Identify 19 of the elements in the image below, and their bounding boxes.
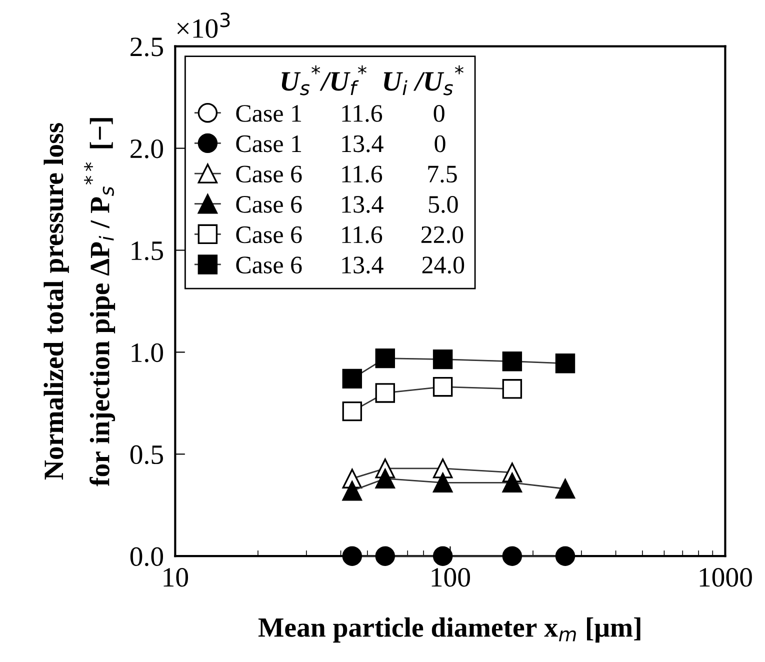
y-tick-label: 0.5 (130, 445, 163, 464)
y-tick-label: 0.0 (130, 547, 164, 566)
text: ×10$^{3}$ (177, 12, 230, 38)
legend-label: Case 6 13.4 24.0 (236, 256, 464, 274)
y-tick-label: 1.0 (132, 343, 164, 362)
y-axis-title: Normalized total pressure loss for injection pipe ΔP$_{i}$ / P$_{s}$$^{**}$ [−] (44, 118, 116, 486)
legend-label: Case 6 11.6 7.5 (236, 166, 457, 183)
legend-label: Case 1 13.4 0 (236, 135, 446, 152)
y-tick-label: 1.5 (132, 242, 163, 260)
legend-label: Case 6 13.4 5.0 (236, 196, 458, 213)
x-tick-label: 10 (164, 568, 188, 587)
x-axis-title: Mean particle diameter x$_{m}$ [μm] (258, 617, 640, 643)
legend-label: Case 1 11.6 0 (236, 104, 444, 122)
text: U$_{s}$$^{*}$/U$_{f}$$^{*}$ U$_{i}$ /U$_{s}$$^{*}$ (282, 65, 464, 96)
y-tick-label: 2.5 (130, 38, 163, 56)
y-tick-label: 2.0 (130, 139, 164, 158)
x-tick-label: 1000 (700, 568, 752, 587)
legend-label: Case 6 11.6 22.0 (236, 226, 464, 244)
x-tick-label: 100 (432, 568, 470, 587)
